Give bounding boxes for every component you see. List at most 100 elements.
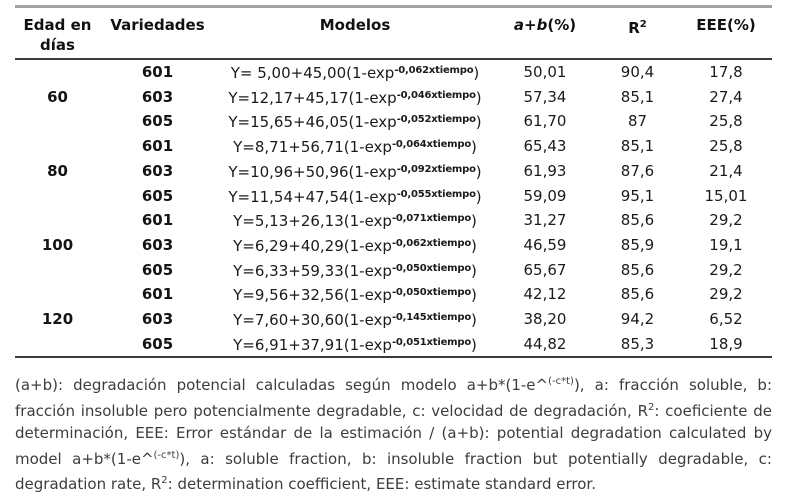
r2-header-base: R	[628, 19, 640, 37]
header-row: Edad en días Variedades Modelos a+b(%) R…	[15, 6, 772, 60]
model-equation-close: )	[475, 162, 482, 181]
model-equation-base: Y=6,91+37,91(1-exp	[233, 335, 392, 354]
edad-cell	[15, 208, 100, 233]
edad-cell: 80	[47, 161, 68, 180]
table-row: 601 Y=8,71+56,71(1-exp-0,064xtiempo) 65,…	[15, 134, 772, 159]
r2-value-cell: 85,6	[620, 260, 655, 279]
model-equation-close: )	[475, 88, 482, 107]
r2-value-cell: 90,4	[620, 63, 655, 81]
ab-value-cell: 65,67	[523, 260, 567, 279]
model-equation-base: Y=9,56+32,56(1-exp	[233, 286, 392, 305]
model-equation-cell: Y=10,96+50,96(1-exp-0,092xtiempo)	[215, 159, 495, 184]
model-equation-base: Y=11,54+47,54(1-exp	[228, 187, 397, 206]
eee-value-cell: 17,8	[709, 63, 743, 81]
edad-cell	[15, 59, 100, 85]
footnote: (a+b): degradación potencial calculadas …	[15, 376, 773, 494]
variedad-cell: 603	[141, 235, 174, 254]
table-row: 60 603 Y=12,17+45,17(1-exp-0,046xtiempo)…	[15, 85, 772, 110]
r2-value-cell: 94,2	[620, 310, 655, 329]
model-equation-close: )	[471, 212, 477, 231]
r2-value-cell: 85,3	[620, 334, 655, 353]
ab-value-cell: 31,27	[523, 211, 567, 230]
degradation-models-table: Edad en días Variedades Modelos a+b(%) R…	[15, 5, 772, 359]
table-row: 100 603 Y=6,29+40,29(1-exp-0,062xtiempo)…	[15, 233, 772, 258]
table-row: 601 Y=9,56+32,56(1-exp-0,050xtiempo) 42,…	[15, 282, 772, 307]
model-equation-close: )	[471, 311, 477, 330]
r2-header-exponent: 2	[639, 19, 647, 30]
variedad-cell: 605	[141, 334, 174, 353]
model-equation-exponent: -0,050xtiempo	[391, 287, 472, 299]
eee-value-cell: 27,4	[709, 87, 743, 106]
col-header-modelos: Modelos	[215, 6, 495, 60]
col-header-variedades: Variedades	[100, 6, 215, 60]
model-equation-cell: Y=6,29+40,29(1-exp-0,062xtiempo)	[215, 233, 495, 258]
variedad-cell: 601	[141, 63, 174, 81]
eee-value-cell: 25,8	[709, 112, 743, 131]
model-equation-cell: Y= 5,00+45,00(1-exp-0,062xtiempo)	[215, 59, 495, 85]
variedad-cell: 601	[141, 211, 174, 230]
model-equation-cell: Y=6,33+59,33(1-exp-0,050xtiempo)	[215, 258, 495, 283]
r2-value-cell: 85,1	[620, 87, 655, 106]
ab-value-cell: 46,59	[523, 235, 567, 254]
ab-header-italic-part: a+b	[513, 16, 548, 34]
variedad-cell: 601	[141, 285, 174, 304]
table-row: 605 Y=6,91+37,91(1-exp-0,051xtiempo) 44,…	[15, 332, 772, 358]
edad-cell: 60	[47, 87, 68, 106]
eee-value-cell: 21,4	[709, 161, 743, 180]
col-header-eee-percent: EEE(%)	[680, 6, 772, 60]
eee-value-cell: 18,9	[709, 334, 743, 353]
col-header-r-squared: R2	[595, 6, 680, 60]
r2-value-cell: 85,6	[620, 285, 655, 304]
model-equation-exponent: -0,055xtiempo	[396, 188, 476, 200]
model-equation-close: )	[471, 335, 477, 354]
model-equation-exponent: -0,092xtiempo	[396, 163, 476, 175]
model-equation-cell: Y=6,91+37,91(1-exp-0,051xtiempo)	[215, 332, 495, 358]
model-equation-exponent: -0,051xtiempo	[391, 336, 472, 348]
table-row: 605 Y=11,54+47,54(1-exp-0,055xtiempo) 59…	[15, 184, 772, 209]
eee-value-cell: 29,2	[709, 211, 743, 230]
model-equation-base: Y=6,29+40,29(1-exp	[233, 236, 392, 255]
ab-value-cell: 57,34	[523, 87, 567, 106]
model-equation-base: Y=7,60+30,60(1-exp	[233, 311, 392, 330]
ab-value-cell: 61,70	[523, 112, 567, 131]
model-equation-exponent: -0,064xtiempo	[391, 139, 472, 151]
edad-cell	[15, 184, 100, 209]
model-equation-exponent: -0,145xtiempo	[391, 312, 472, 324]
variedad-cell: 605	[141, 186, 174, 205]
edad-cell	[15, 282, 100, 307]
model-equation-close: )	[471, 286, 477, 305]
model-equation-close: )	[471, 261, 477, 280]
model-equation-base: Y=15,65+46,05(1-exp	[228, 113, 397, 132]
ab-value-cell: 42,12	[523, 285, 567, 304]
model-equation-cell: Y=7,60+30,60(1-exp-0,145xtiempo)	[215, 307, 495, 332]
eee-value-cell: 15,01	[704, 186, 748, 205]
r2-value-cell: 85,6	[620, 211, 655, 230]
edad-cell: 120	[41, 310, 74, 329]
table-row: 120 603 Y=7,60+30,60(1-exp-0,145xtiempo)…	[15, 307, 772, 332]
ab-header-unit-part: (%)	[547, 16, 577, 34]
eee-value-cell: 29,2	[709, 260, 743, 279]
edad-cell	[15, 109, 100, 134]
model-equation-base: Y=8,71+56,71(1-exp	[233, 138, 392, 157]
table-row: 601 Y= 5,00+45,00(1-exp-0,062xtiempo) 50…	[15, 59, 772, 85]
model-equation-close: )	[475, 187, 482, 206]
edad-cell	[15, 332, 100, 358]
model-equation-cell: Y=5,13+26,13(1-exp-0,071xtiempo)	[215, 208, 495, 233]
table-row: 605 Y=6,33+59,33(1-exp-0,050xtiempo) 65,…	[15, 258, 772, 283]
variedad-cell: 605	[141, 260, 174, 279]
model-equation-close: )	[473, 64, 480, 82]
model-equation-cell: Y=9,56+32,56(1-exp-0,050xtiempo)	[215, 282, 495, 307]
variedad-cell: 603	[141, 310, 174, 329]
eee-value-cell: 6,52	[709, 310, 743, 329]
r2-value-cell: 87,6	[620, 161, 655, 180]
model-equation-cell: Y=12,17+45,17(1-exp-0,046xtiempo)	[215, 85, 495, 110]
variedad-cell: 603	[141, 161, 174, 180]
table-body: 601 Y= 5,00+45,00(1-exp-0,062xtiempo) 50…	[15, 59, 772, 357]
model-equation-exponent: -0,046xtiempo	[396, 89, 476, 101]
variedad-cell: 605	[141, 112, 174, 131]
model-equation-close: )	[471, 138, 477, 157]
variedad-cell: 601	[141, 137, 174, 156]
ab-value-cell: 59,09	[523, 186, 567, 205]
model-equation-exponent: -0,062xtiempo	[391, 237, 472, 249]
